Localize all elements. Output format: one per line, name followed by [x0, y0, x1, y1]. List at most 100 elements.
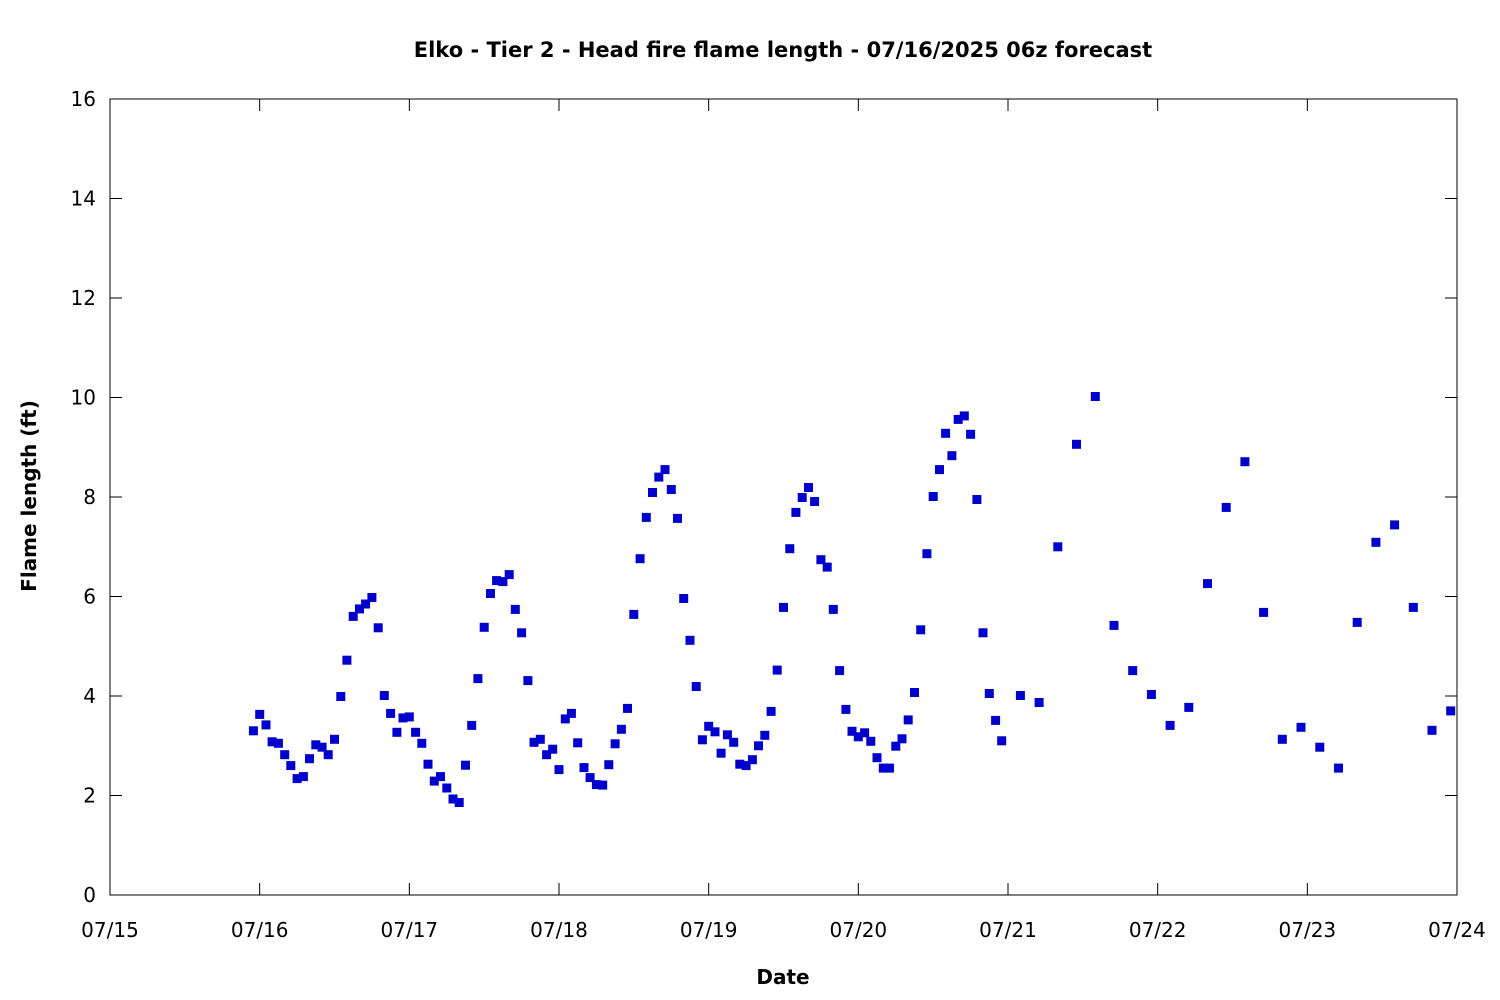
data-point	[704, 721, 714, 731]
data-point	[504, 570, 514, 580]
data-point	[317, 742, 327, 752]
data-point	[885, 763, 894, 773]
data-point	[473, 674, 483, 684]
data-point	[467, 720, 477, 730]
data-point	[1072, 439, 1081, 449]
data-point	[635, 554, 645, 564]
data-point	[1296, 722, 1306, 732]
data-point	[361, 599, 371, 609]
data-point	[404, 712, 414, 722]
data-point	[685, 635, 695, 645]
x-tick-label: 07/17	[381, 918, 439, 942]
data-point	[772, 665, 782, 675]
x-axis-label: Date	[756, 965, 809, 989]
data-point	[305, 754, 314, 764]
data-point	[697, 735, 707, 745]
data-point	[510, 604, 520, 614]
data-point	[579, 763, 589, 773]
x-tick-label: 07/23	[1279, 918, 1337, 942]
data-point	[411, 727, 421, 737]
data-point	[517, 628, 527, 638]
y-tick-label: 10	[71, 386, 96, 410]
data-point	[722, 730, 732, 740]
data-point	[248, 726, 258, 736]
data-point	[280, 750, 290, 760]
data-point	[392, 727, 402, 737]
data-point	[1221, 502, 1231, 512]
data-point	[691, 682, 701, 691]
data-point	[423, 759, 433, 769]
y-tick-label: 16	[71, 87, 96, 111]
data-point	[616, 724, 626, 734]
data-point	[897, 734, 907, 744]
data-point	[267, 737, 277, 747]
data-point	[797, 493, 807, 502]
data-point	[860, 728, 870, 738]
x-tick-label: 07/24	[1428, 918, 1486, 942]
y-tick-label: 14	[71, 187, 96, 211]
data-point	[1128, 666, 1138, 676]
data-point	[978, 628, 988, 638]
plot-frame	[109, 98, 1458, 896]
data-point	[648, 488, 657, 497]
chart-title: Elko - Tier 2 - Head fire flame length -…	[414, 38, 1152, 62]
x-tick-label: 07/18	[530, 918, 588, 942]
data-point	[461, 760, 470, 770]
data-point	[710, 727, 720, 737]
data-point	[1259, 607, 1269, 617]
data-point	[866, 736, 876, 746]
data-point	[386, 708, 396, 718]
data-point	[816, 555, 826, 565]
data-point	[997, 736, 1007, 746]
data-point	[573, 738, 583, 748]
data-point	[779, 602, 788, 612]
data-point	[935, 465, 944, 475]
data-point	[535, 734, 545, 744]
data-point	[591, 780, 601, 790]
y-tick-label: 12	[71, 286, 96, 310]
data-point	[498, 577, 508, 587]
x-tick-label: 07/15	[81, 918, 139, 942]
data-point	[1390, 520, 1400, 530]
data-point	[623, 703, 632, 713]
data-point	[417, 738, 427, 748]
data-point	[747, 755, 757, 765]
data-point	[342, 655, 352, 665]
data-point	[560, 714, 570, 724]
data-point	[716, 748, 726, 758]
data-point	[1165, 720, 1175, 730]
data-point	[610, 739, 620, 749]
data-point	[922, 549, 932, 559]
data-point	[928, 492, 938, 501]
data-point	[941, 428, 951, 438]
data-point	[1053, 542, 1063, 552]
data-point	[286, 761, 296, 771]
data-point	[1315, 742, 1325, 752]
data-point	[1240, 457, 1250, 467]
data-point	[1109, 620, 1119, 630]
data-point	[791, 507, 801, 517]
data-point	[673, 513, 682, 523]
data-point	[1408, 602, 1418, 612]
tick-labels: 0 2 4 6 8 10 12 14 16 07/15 07/16 07/17 07/18 07/19 07…	[71, 87, 1486, 942]
data-point	[847, 726, 857, 736]
data-point	[311, 740, 321, 750]
data-point	[754, 741, 763, 751]
data-point	[785, 544, 795, 554]
data-point	[298, 772, 308, 782]
axis-ticks	[110, 99, 1457, 895]
data-point	[454, 798, 464, 807]
data-point	[398, 713, 408, 723]
data-point	[585, 773, 595, 783]
data-point	[604, 760, 614, 770]
data-point	[872, 753, 882, 763]
data-point	[348, 611, 358, 621]
data-point	[991, 715, 1001, 725]
data-point	[1184, 702, 1194, 712]
data-point	[292, 774, 302, 784]
x-tick-label: 07/22	[1129, 918, 1187, 942]
data-point	[1446, 706, 1456, 716]
data-point	[442, 783, 452, 793]
data-points	[248, 392, 1456, 807]
data-point	[641, 512, 651, 522]
